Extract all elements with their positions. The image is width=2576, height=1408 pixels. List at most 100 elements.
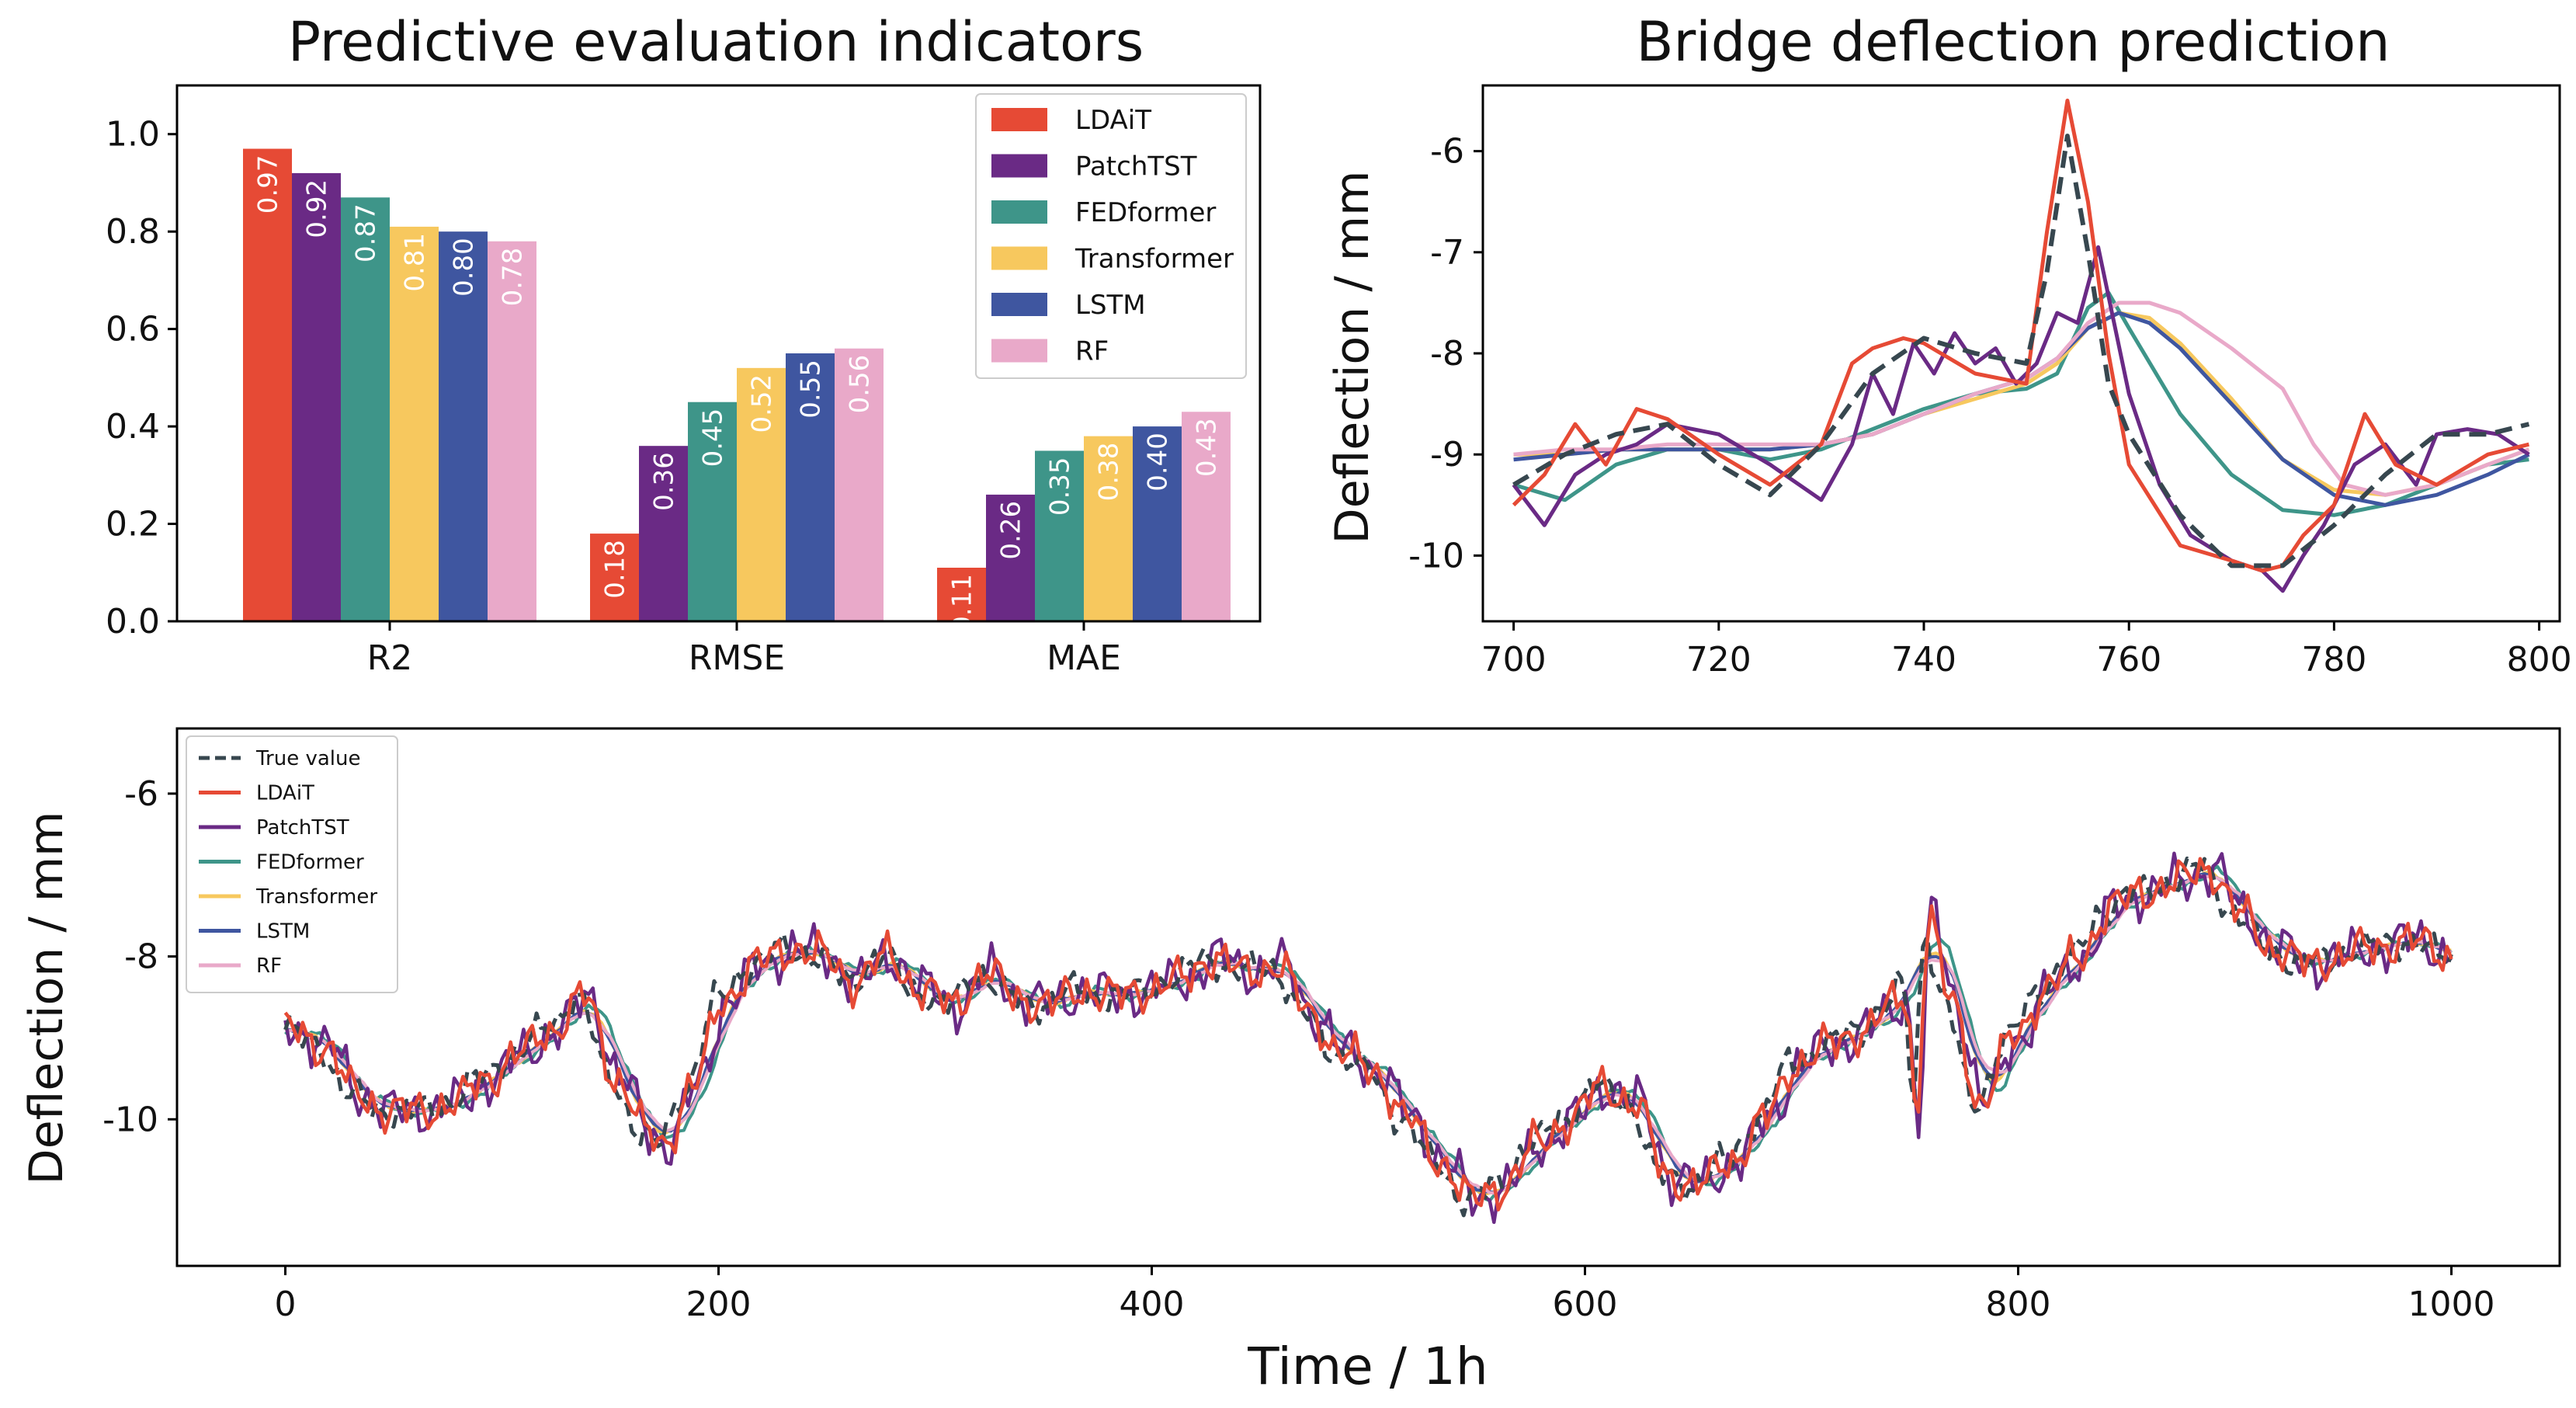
bar-value-label: 0.43	[1192, 418, 1223, 477]
bar-lstm-r2	[439, 231, 488, 621]
y-tick-label: -8	[1430, 334, 1464, 374]
x-tick-label: 700	[1481, 640, 1547, 680]
line-legend-box	[186, 735, 398, 993]
zoom-series-lstm	[1513, 311, 2530, 507]
bar-patchtst-rmse	[639, 446, 688, 621]
bar-rf-mae	[1182, 412, 1231, 621]
full-series-transformer	[285, 871, 2452, 1196]
bar-fedformer-rmse	[688, 402, 737, 621]
x-tick-label: 1000	[2408, 1285, 2495, 1324]
full-line-chart-panel: Deflection / mm Time / 1h 0 200 400 600 800 1…	[19, 727, 2561, 1396]
bar-ldait-rmse	[590, 534, 639, 621]
full-series-patchtst	[283, 851, 2453, 1225]
full-chart-frame	[175, 727, 2561, 1267]
bar-value-label: 0.80	[449, 238, 480, 297]
legend-label: RF	[1075, 336, 1109, 367]
legend-swatch	[991, 200, 1047, 224]
y-tick-label: -9	[1430, 435, 1464, 475]
bar-transformer-rmse	[737, 367, 786, 621]
bar-value-label: 0.81	[400, 233, 431, 292]
legend-label: LDAiT	[256, 782, 314, 805]
y-tick-label: 0.0	[106, 602, 160, 641]
bar-value-label: 0.55	[796, 360, 827, 419]
full-series-ldait	[283, 857, 2453, 1212]
y-tick-label: -7	[1430, 233, 1464, 273]
legend-label: FEDformer	[256, 851, 364, 874]
bar-chart-title: Predictive evaluation indicators	[288, 10, 1144, 74]
bar-value-label: 0.92	[302, 179, 333, 238]
zoom-series-patchtst	[1512, 245, 2530, 593]
bar-ldait-mae	[937, 568, 986, 621]
bar-ldait-r2	[243, 148, 292, 621]
y-tick-label: -10	[102, 1100, 158, 1139]
x-tick-label: 200	[686, 1285, 752, 1324]
full-series-fedformer	[284, 864, 2453, 1203]
full-chart-ylabel: Deflection / mm	[19, 812, 74, 1185]
bar-patchtst-mae	[986, 494, 1035, 621]
legend-label: RF	[256, 954, 282, 978]
y-tick-label: 0.2	[106, 505, 160, 544]
y-tick-label: -10	[1408, 536, 1464, 575]
legend-label: PatchTST	[1075, 151, 1197, 183]
legend-label: LSTM	[1075, 290, 1146, 321]
zoom-series-rf	[1513, 301, 2530, 497]
bar-fedformer-r2	[341, 197, 390, 622]
x-tick-label: 760	[2096, 640, 2161, 680]
zoom-chart-ylabel: Deflection / mm	[1325, 171, 1380, 544]
bar-value-label: 0.18	[600, 540, 631, 599]
y-tick-label: 0.4	[106, 407, 160, 447]
bar-lstm-rmse	[786, 353, 835, 621]
bar-value-label: 0.97	[253, 155, 284, 214]
bar-patchtst-r2	[292, 172, 341, 622]
y-tick-label: 1.0	[106, 115, 160, 155]
bar-value-label: 0.40	[1143, 433, 1174, 492]
zoom-chart-title: Bridge deflection prediction	[1636, 10, 2390, 74]
x-tick-label: 720	[1686, 640, 1751, 680]
zoom-line-chart-panel: Bridge deflection prediction Deflection …	[1325, 10, 2572, 680]
x-tick-label: 800	[2507, 640, 2572, 680]
x-tick-label: 800	[1986, 1285, 2051, 1324]
x-tick-label: 600	[1553, 1285, 1618, 1324]
bar-value-label: 0.87	[351, 203, 382, 262]
bar-value-label: 0.11	[947, 574, 978, 633]
bar-transformer-r2	[390, 226, 439, 621]
full-series-rf	[285, 874, 2453, 1195]
bar-chart-panel: Predictive evaluation indicators 0.97 0.9…	[106, 10, 1262, 678]
x-tick-label: RMSE	[689, 638, 785, 678]
legend-swatch	[991, 154, 1047, 178]
legend-swatch	[991, 293, 1047, 316]
bar-value-label: 0.36	[649, 452, 680, 511]
zoom-series-ldait	[1512, 99, 2529, 573]
y-tick-label: 0.8	[106, 212, 160, 252]
legend-label: PatchTST	[256, 816, 349, 840]
x-tick-label: 0	[275, 1285, 297, 1324]
x-tick-label: MAE	[1047, 638, 1121, 678]
x-tick-label: R2	[367, 638, 413, 678]
y-tick-label: -8	[124, 937, 158, 977]
full-chart-xlabel: Time / 1h	[1247, 1337, 1488, 1396]
y-tick-label: -6	[124, 774, 158, 814]
x-tick-label: 740	[1891, 640, 1956, 680]
y-tick-label: 0.6	[106, 310, 160, 349]
x-tick-label: 400	[1120, 1285, 1185, 1324]
zoom-series-transformer	[1513, 311, 2530, 497]
bar-value-label: 0.52	[747, 374, 778, 433]
bar-value-label: 0.78	[498, 248, 529, 307]
legend-label: LDAiT	[1075, 105, 1151, 136]
legend-swatch	[991, 108, 1047, 131]
y-tick-label: -6	[1430, 132, 1464, 172]
bar-value-label: 0.38	[1094, 443, 1125, 502]
full-series-lstm	[285, 872, 2453, 1194]
bar-transformer-mae	[1084, 436, 1133, 621]
legend-swatch	[991, 339, 1047, 363]
zoom-chart-frame	[1481, 84, 2561, 623]
bar-lstm-mae	[1133, 426, 1182, 621]
bar-value-label: 0.26	[996, 501, 1027, 560]
bar-value-label: 0.35	[1045, 457, 1076, 516]
legend-label: FEDformer	[1075, 197, 1216, 228]
legend-label: Transformer	[255, 885, 377, 909]
bar-value-label: 0.45	[698, 408, 729, 468]
bar-value-label: 0.56	[845, 355, 876, 414]
zoom-series-fedformer	[1512, 290, 2529, 517]
